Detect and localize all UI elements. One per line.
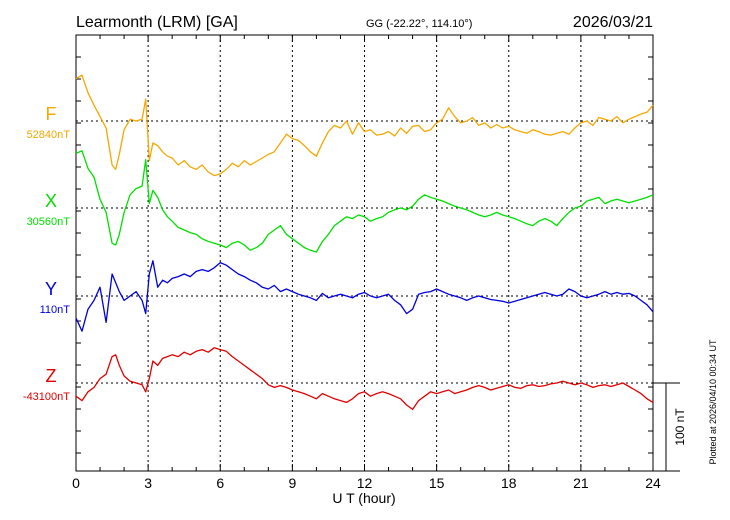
series-lines xyxy=(75,74,654,411)
coordinates-label: GG (-22.22°, 114.10°) xyxy=(366,18,472,30)
series-line-f xyxy=(75,74,654,177)
grid xyxy=(76,35,653,471)
date-label: 2026/03/21 xyxy=(573,14,653,31)
plotted-timestamp: Plotted at 2026/04/10 00:34 UT xyxy=(708,339,718,465)
axis-ticks xyxy=(75,35,654,471)
x-axis-label: U T (hour) xyxy=(332,490,395,506)
series-name-x: X xyxy=(45,191,57,211)
series-baseline-z: -43100nT xyxy=(23,391,70,403)
series-name-y: Y xyxy=(45,279,57,299)
x-tick-label: 6 xyxy=(216,475,224,491)
x-tick-label: 3 xyxy=(144,475,152,491)
series-labels: F 52840nT X 30560nT Y 110nT Z -43100nT xyxy=(23,104,70,403)
series-name-z: Z xyxy=(46,366,57,386)
series-name-f: F xyxy=(46,104,57,124)
x-tick-label: 21 xyxy=(573,475,589,491)
station-title: Learmonth (LRM) [GA] xyxy=(76,14,238,31)
series-baseline-x: 30560nT xyxy=(27,216,71,228)
x-tick-label: 15 xyxy=(429,475,445,491)
series-line-y xyxy=(75,260,654,332)
x-tick-label: 24 xyxy=(645,475,661,491)
x-tick-labels: 0 3 6 9 12 15 18 21 24 xyxy=(72,475,661,491)
series-baseline-f: 52840nT xyxy=(27,129,71,141)
scale-bar-label: 100 nT xyxy=(673,408,687,446)
x-tick-label: 9 xyxy=(288,475,296,491)
x-tick-label: 12 xyxy=(357,475,373,491)
scale-bar: 100 nT xyxy=(653,382,687,472)
x-tick-label: 0 xyxy=(72,475,80,491)
x-tick-label: 18 xyxy=(501,475,517,491)
series-line-z xyxy=(75,347,654,411)
series-baseline-y: 110nT xyxy=(40,304,71,316)
series-line-x xyxy=(75,150,654,253)
